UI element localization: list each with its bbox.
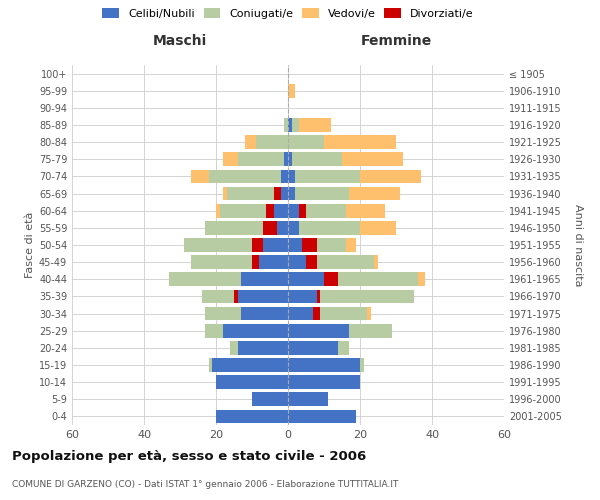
Bar bbox=[230, 341, 238, 354]
Bar bbox=[324, 136, 396, 149]
Bar bbox=[216, 376, 288, 389]
Bar bbox=[252, 238, 263, 252]
Bar bbox=[234, 290, 238, 304]
Bar bbox=[263, 238, 288, 252]
Bar bbox=[418, 272, 425, 286]
Bar bbox=[191, 256, 259, 269]
Bar bbox=[191, 170, 209, 183]
Bar bbox=[227, 186, 281, 200]
Bar bbox=[288, 204, 299, 218]
Legend: Celibi/Nubili, Coniugati/e, Vedovi/e, Divorziati/e: Celibi/Nubili, Coniugati/e, Vedovi/e, Di… bbox=[100, 6, 476, 21]
Bar bbox=[360, 221, 396, 234]
Bar bbox=[299, 204, 306, 218]
Bar bbox=[288, 84, 295, 98]
Bar bbox=[288, 118, 292, 132]
Text: COMUNE DI GARZENO (CO) - Dati ISTAT 1° gennaio 2006 - Elaborazione TUTTITALIA.IT: COMUNE DI GARZENO (CO) - Dati ISTAT 1° g… bbox=[12, 480, 398, 489]
Bar bbox=[288, 136, 324, 149]
Bar bbox=[223, 186, 227, 200]
Bar bbox=[288, 324, 349, 338]
Bar bbox=[288, 306, 313, 320]
Bar bbox=[281, 170, 288, 183]
Bar bbox=[367, 306, 371, 320]
Bar bbox=[349, 186, 400, 200]
Bar bbox=[295, 186, 349, 200]
Bar bbox=[360, 170, 421, 183]
Bar bbox=[302, 238, 317, 252]
Bar bbox=[274, 204, 288, 218]
Bar bbox=[288, 410, 356, 424]
Bar bbox=[212, 358, 288, 372]
Bar bbox=[342, 152, 403, 166]
Bar bbox=[216, 204, 220, 218]
Bar bbox=[252, 256, 259, 269]
Bar bbox=[205, 324, 223, 338]
Bar bbox=[338, 341, 349, 354]
Bar bbox=[288, 290, 317, 304]
Bar bbox=[288, 186, 295, 200]
Bar bbox=[324, 272, 418, 286]
Y-axis label: Fasce di età: Fasce di età bbox=[25, 212, 35, 278]
Bar bbox=[209, 170, 281, 183]
Bar bbox=[284, 152, 288, 166]
Bar bbox=[346, 238, 356, 252]
Bar bbox=[346, 204, 385, 218]
Bar bbox=[288, 358, 360, 372]
Text: Popolazione per età, sesso e stato civile - 2006: Popolazione per età, sesso e stato civil… bbox=[12, 450, 366, 463]
Text: Maschi: Maschi bbox=[153, 34, 207, 48]
Bar bbox=[288, 392, 328, 406]
Bar bbox=[209, 358, 212, 372]
Bar bbox=[306, 256, 317, 269]
Bar bbox=[317, 290, 414, 304]
Bar bbox=[313, 306, 320, 320]
Bar bbox=[295, 170, 360, 183]
Bar bbox=[324, 272, 338, 286]
Bar bbox=[302, 238, 346, 252]
Bar bbox=[241, 272, 288, 286]
Bar bbox=[220, 204, 274, 218]
Bar bbox=[349, 324, 392, 338]
Bar bbox=[281, 186, 288, 200]
Bar bbox=[241, 306, 288, 320]
Bar bbox=[288, 256, 306, 269]
Bar bbox=[277, 221, 288, 234]
Bar bbox=[360, 358, 364, 372]
Bar bbox=[256, 136, 288, 149]
Bar bbox=[252, 392, 288, 406]
Bar bbox=[374, 256, 378, 269]
Bar bbox=[169, 272, 241, 286]
Bar bbox=[313, 306, 367, 320]
Bar bbox=[288, 221, 299, 234]
Bar bbox=[245, 136, 256, 149]
Bar bbox=[274, 186, 281, 200]
Bar bbox=[259, 256, 288, 269]
Bar bbox=[292, 152, 342, 166]
Bar bbox=[223, 152, 238, 166]
Bar bbox=[216, 410, 288, 424]
Bar bbox=[288, 238, 302, 252]
Bar bbox=[202, 290, 238, 304]
Bar bbox=[288, 341, 338, 354]
Bar bbox=[299, 118, 331, 132]
Bar bbox=[184, 238, 263, 252]
Bar bbox=[266, 204, 274, 218]
Bar bbox=[223, 324, 288, 338]
Bar bbox=[205, 221, 277, 234]
Bar bbox=[238, 341, 288, 354]
Bar bbox=[238, 290, 288, 304]
Bar bbox=[288, 376, 360, 389]
Bar bbox=[205, 306, 241, 320]
Bar bbox=[238, 152, 284, 166]
Bar bbox=[288, 272, 324, 286]
Bar bbox=[299, 221, 360, 234]
Bar bbox=[292, 118, 299, 132]
Bar bbox=[299, 204, 346, 218]
Bar bbox=[263, 221, 277, 234]
Bar bbox=[317, 290, 320, 304]
Bar bbox=[288, 152, 292, 166]
Bar bbox=[284, 118, 288, 132]
Bar bbox=[306, 256, 374, 269]
Y-axis label: Anni di nascita: Anni di nascita bbox=[573, 204, 583, 286]
Text: Femmine: Femmine bbox=[361, 34, 431, 48]
Bar bbox=[288, 170, 295, 183]
